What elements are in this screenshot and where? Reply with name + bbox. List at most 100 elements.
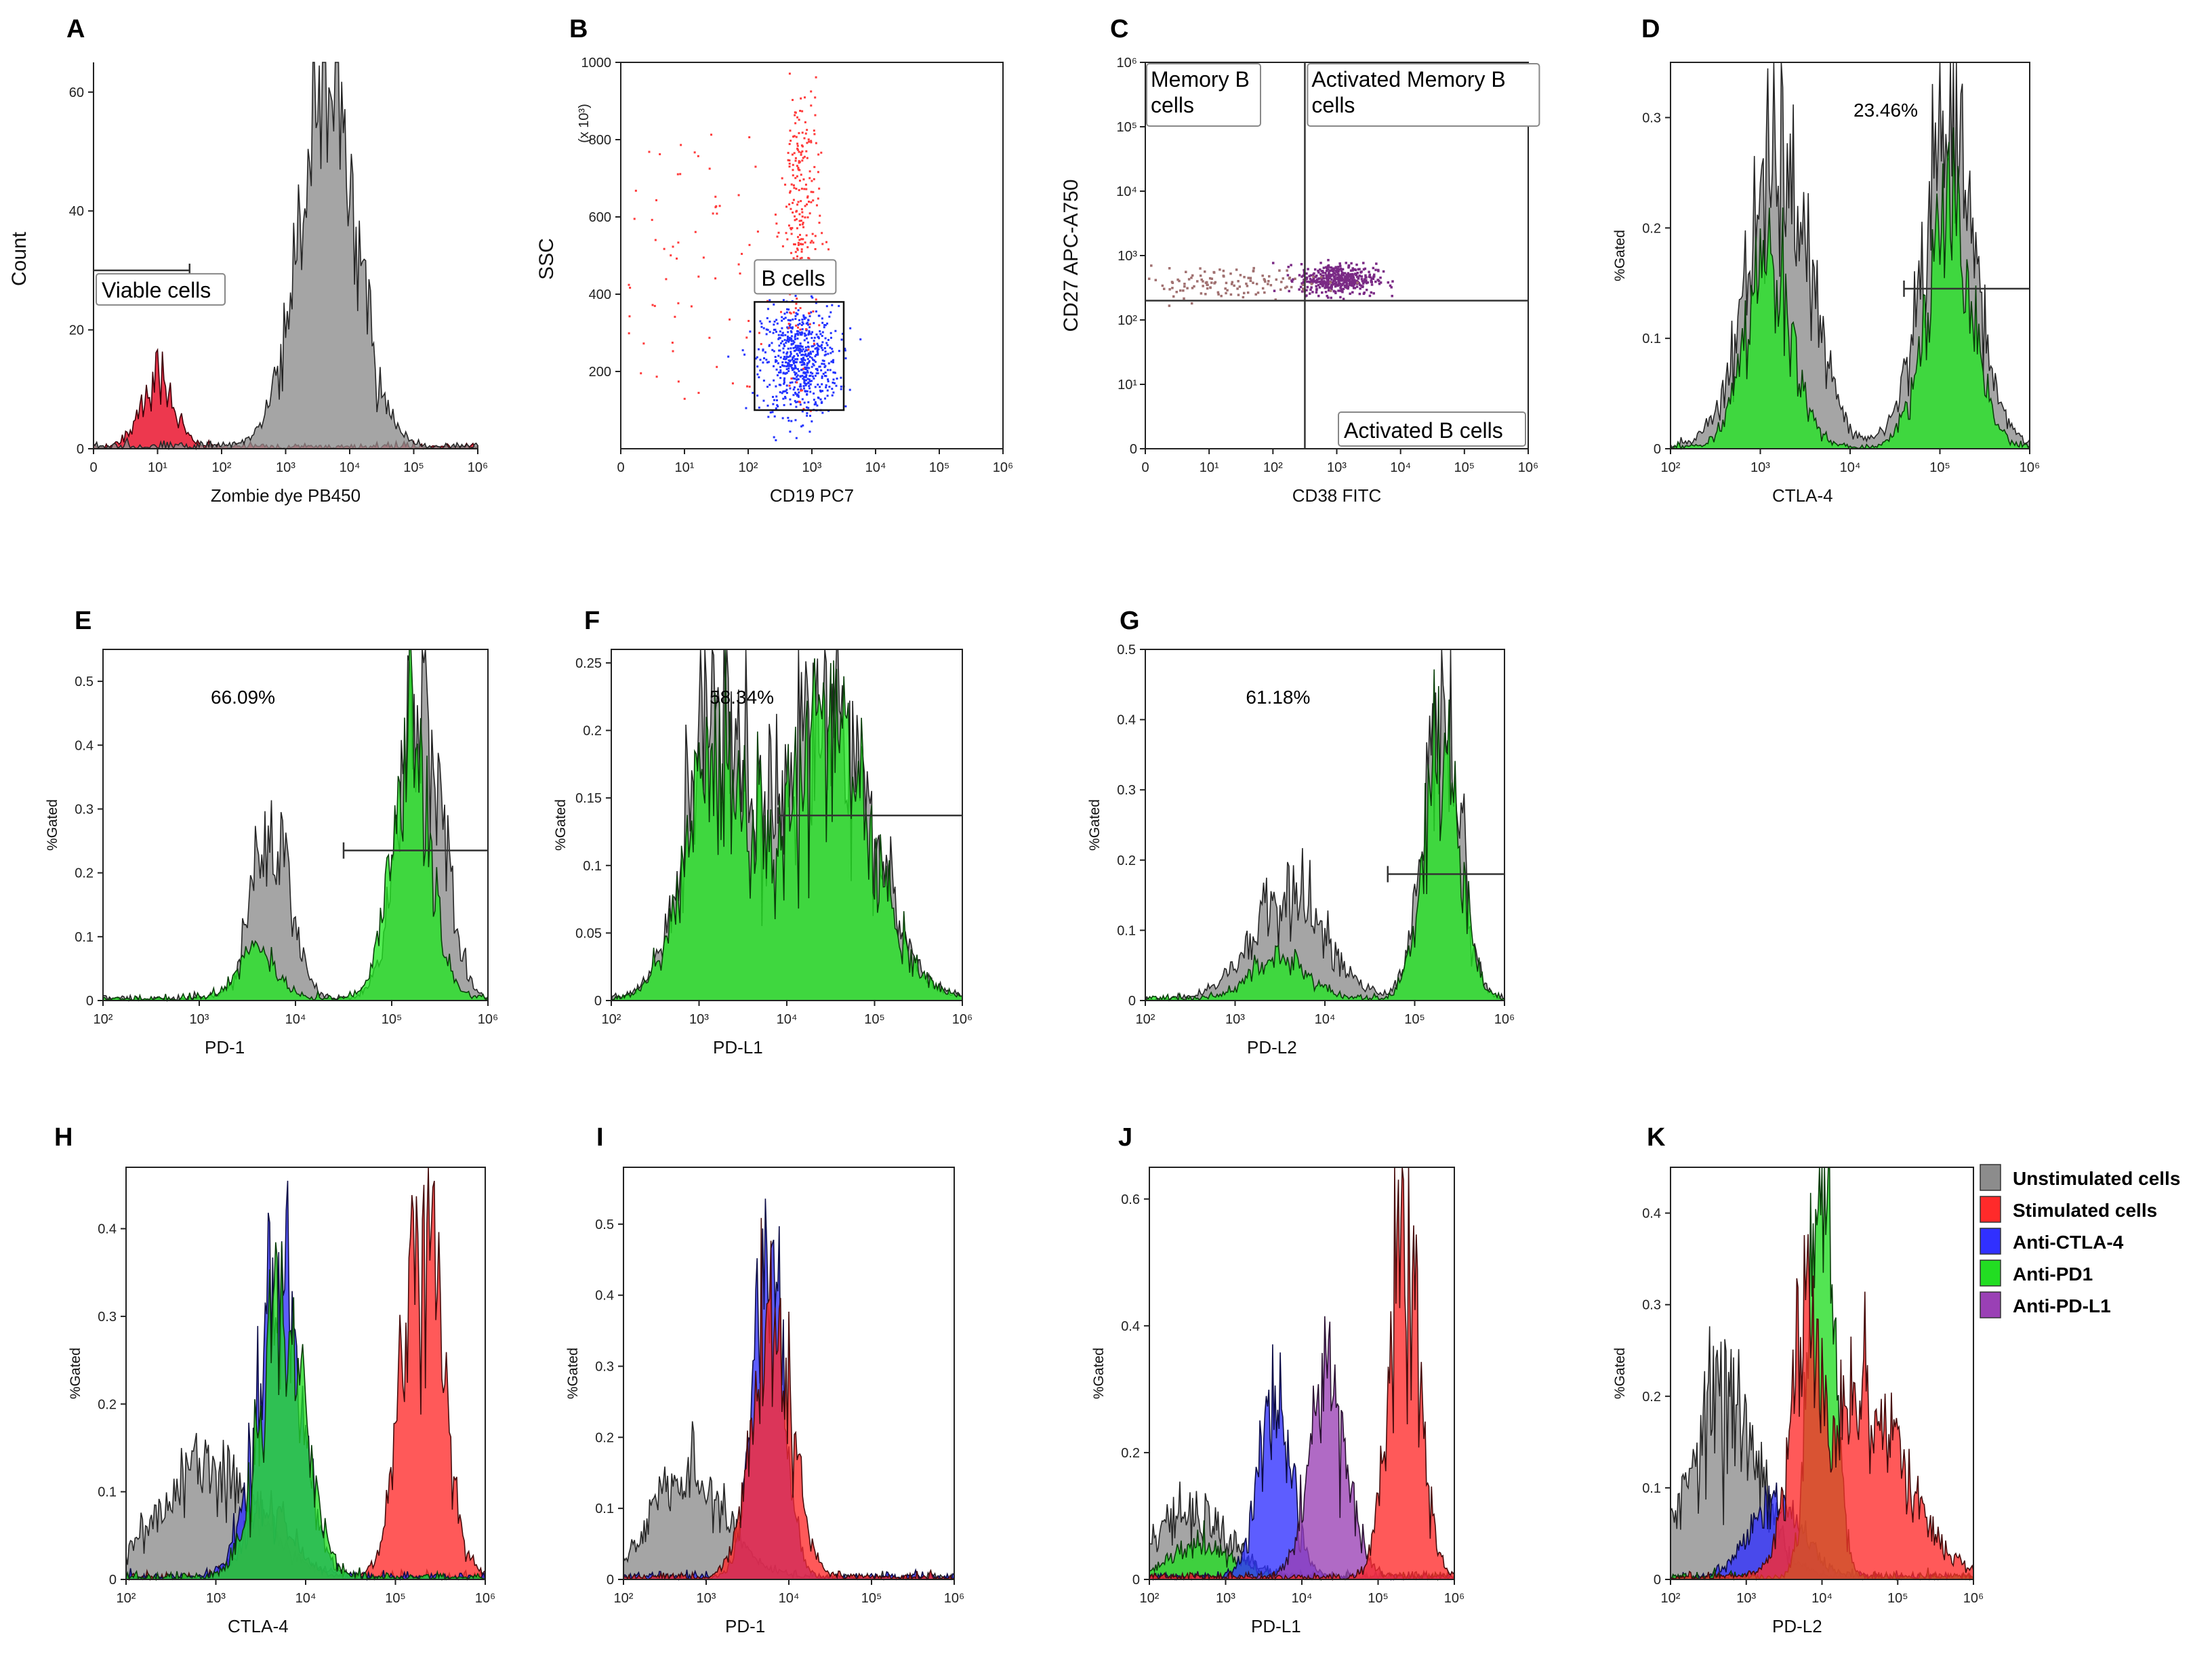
y-tick-label: 0.6 [1121, 1192, 1140, 1207]
x-tick-label: 10² [1661, 1591, 1681, 1606]
x-axis-label: CD19 PC7 [770, 485, 854, 506]
gate-percentage: 61.18% [1246, 687, 1310, 708]
y-axis-label: %Gated [1612, 230, 1628, 281]
y-tick-label: 800 [589, 133, 611, 148]
x-tick-label: 10⁵ [929, 460, 950, 475]
x-tick-label: 10⁴ [1292, 1591, 1313, 1606]
y-tick-label: 0.4 [98, 1222, 117, 1237]
y-tick-label: 0 [594, 994, 602, 1009]
scatter-cluster-activated [1271, 258, 1394, 300]
y-tick-label: 0 [77, 442, 84, 457]
x-tick-label: 10⁵ [403, 460, 424, 475]
x-tick-label: 10⁴ [1315, 1012, 1336, 1027]
y-tick-label: 0.15 [575, 791, 602, 806]
x-tick-label: 10⁴ [340, 460, 361, 475]
panel-label-j: J [1118, 1123, 1132, 1152]
panel-label-i: I [596, 1123, 604, 1152]
gate-percentage: 66.09% [211, 687, 275, 708]
x-tick-label: 10² [1263, 460, 1283, 475]
y-tick-label: 0.3 [595, 1360, 614, 1375]
x-axis-label: CD38 FITC [1292, 485, 1381, 506]
y-tick-label: 0.2 [1642, 221, 1661, 236]
x-tick-label: 10² [1140, 1591, 1160, 1606]
x-tick-label: 10⁶ [468, 460, 488, 475]
legend-swatch-stimulated-cells [1980, 1196, 2001, 1223]
gate-rectangle [754, 301, 845, 411]
x-tick-label: 10⁴ [295, 1591, 316, 1606]
x-tick-label: 10⁶ [1963, 1591, 1984, 1606]
x-tick-label: 10² [602, 1012, 621, 1027]
x-tick-label: 10² [614, 1591, 634, 1606]
legend: Unstimulated cells Stimulated cells Anti-C… [1980, 1164, 2180, 1318]
y-tick-label: 0.4 [1121, 1319, 1140, 1334]
series-unstimulated-cells-g [1145, 649, 1505, 1001]
scatter-outliers [628, 134, 775, 400]
x-tick-label: 10⁵ [1404, 1012, 1425, 1027]
x-tick-label: 0 [89, 460, 97, 475]
y-tick-label: 0 [1654, 1573, 1661, 1588]
x-tick-label: 10⁵ [385, 1591, 406, 1606]
y-tick-label: 10⁴ [1116, 184, 1137, 199]
x-tick-label: 10³ [1750, 460, 1770, 475]
y-tick-label: 10⁶ [1117, 56, 1137, 70]
y-tick-label: 0.1 [1642, 1481, 1661, 1496]
y-axis-label: Count [8, 231, 30, 286]
x-tick-label: 10⁴ [1811, 1591, 1832, 1606]
panel-label-c: C [1110, 15, 1128, 43]
series-anti-pd1-d [1670, 127, 2030, 450]
y-tick-label: 0.4 [75, 738, 94, 753]
x-tick-label: 10⁵ [1929, 460, 1950, 475]
x-axis-label: CTLA-4 [1772, 485, 1833, 506]
x-tick-label: 10⁵ [1368, 1591, 1389, 1606]
panel-label-h: H [54, 1123, 73, 1152]
x-axis-label: PD-L1 [713, 1037, 763, 1057]
y-tick-label: 0.2 [1117, 853, 1136, 868]
x-tick-label: 10⁶ [952, 1012, 972, 1027]
y-tick-label: 0.25 [575, 656, 602, 671]
gate-label: Viable cells [102, 278, 211, 302]
x-tick-label: 10⁵ [861, 1591, 882, 1606]
x-axis-label: Zombie dye PB450 [211, 485, 361, 506]
y-tick-label: 0.4 [1642, 1207, 1661, 1222]
panel-label-f: F [584, 607, 600, 635]
y-axis-unit: (x 10³) [577, 104, 592, 143]
x-tick-label: 10² [1661, 460, 1681, 475]
y-tick-label: 0.05 [575, 926, 602, 941]
gate-label: B cells [761, 266, 825, 290]
gate-percentage: 58.34% [710, 687, 774, 708]
panel-label-a: A [66, 15, 85, 43]
x-tick-label: 10⁴ [865, 460, 886, 475]
y-axis-label: %Gated [1612, 1348, 1628, 1399]
series-anti-pd1-f [611, 649, 963, 1001]
quadrant-label-box [1146, 63, 1261, 127]
x-tick-label: 10⁴ [285, 1012, 306, 1027]
y-tick-label: 0.2 [583, 724, 602, 739]
x-tick-label: 10² [94, 1012, 113, 1027]
y-axis-label: %Gated [553, 799, 569, 851]
x-tick-label: 10¹ [148, 460, 167, 475]
y-tick-label: 0.2 [1642, 1390, 1661, 1405]
y-tick-label: 0.1 [595, 1501, 614, 1516]
y-axis-label: CD27 APC-A750 [1060, 179, 1082, 331]
plot-frame-b [620, 62, 1004, 449]
x-tick-label: 0 [617, 460, 624, 475]
legend-label: Unstimulated cells [2013, 1168, 2180, 1189]
gate-percentage: 23.46% [1853, 100, 1918, 121]
y-tick-label: 0.3 [75, 802, 94, 817]
y-tick-label: 0.4 [595, 1289, 614, 1304]
x-tick-label: 10⁶ [1494, 1012, 1515, 1027]
y-tick-label: 0 [109, 1573, 117, 1588]
x-tick-label: 10⁴ [1840, 460, 1861, 475]
legend-swatch-anti-pd-l1 [1980, 1291, 2001, 1318]
x-tick-label: 10⁶ [993, 460, 1013, 475]
panel-label-e: E [75, 607, 91, 635]
y-tick-label: 0.3 [98, 1310, 117, 1325]
gate-label-box [754, 259, 837, 295]
series-stimulated-cells-i [623, 1217, 955, 1581]
x-tick-label: 10² [739, 460, 758, 475]
legend-swatch-anti-ctla-4 [1980, 1228, 2001, 1255]
x-tick-label: 10² [212, 460, 232, 475]
y-tick-label: 0.4 [1117, 713, 1136, 728]
